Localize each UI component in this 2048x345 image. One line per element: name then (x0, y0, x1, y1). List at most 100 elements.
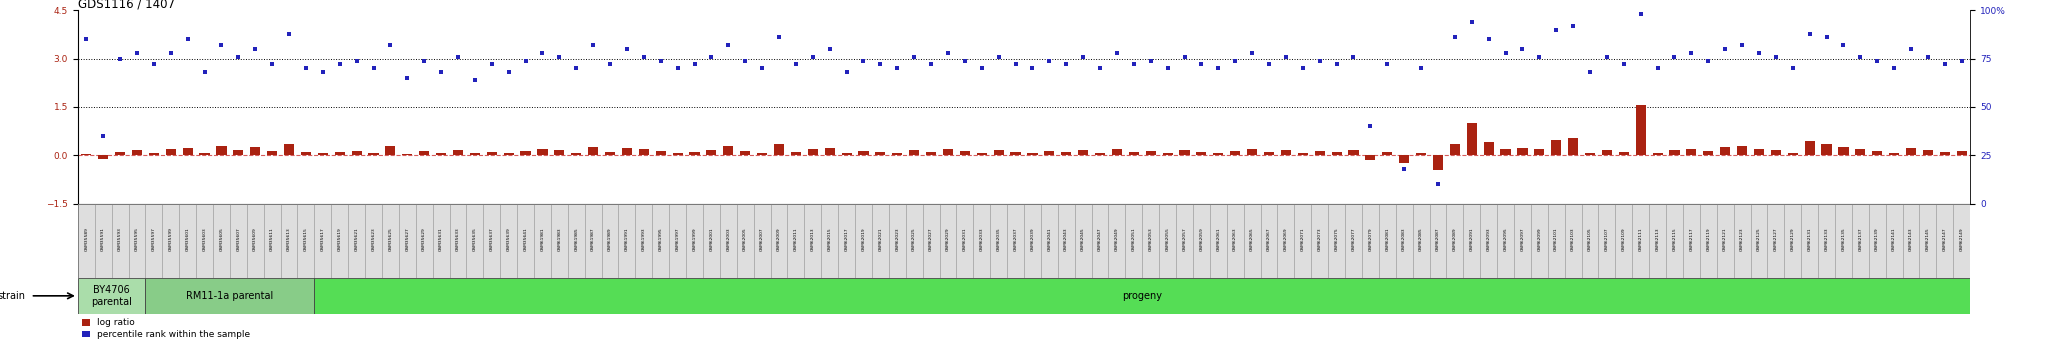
Text: GSM62063: GSM62063 (1233, 227, 1237, 251)
Text: GSM62015: GSM62015 (827, 227, 831, 251)
Point (578, 42, 610, 48)
Point (340, 58, 373, 63)
Text: GSM35591: GSM35591 (100, 227, 104, 251)
Text: GSM62055: GSM62055 (1165, 227, 1169, 251)
Bar (1481, 204, 1497, 278)
Point (1624, 11, 1657, 17)
Bar (78, 278, 145, 314)
Text: GSM62107: GSM62107 (1606, 227, 1610, 251)
Bar (416, 204, 432, 278)
Text: GSM62117: GSM62117 (1690, 227, 1694, 251)
Point (1929, 62, 1962, 67)
Point (492, 69, 524, 75)
Text: GSM62071: GSM62071 (1300, 227, 1305, 251)
Point (713, 42, 745, 48)
Point (188, 69, 221, 75)
Bar (332, 204, 348, 278)
Bar (1954, 204, 1970, 278)
Bar (1497, 204, 1513, 278)
Bar (317, 153, 328, 155)
Bar (702, 204, 719, 278)
Bar (131, 150, 141, 155)
Point (729, 58, 762, 63)
Bar (1550, 140, 1561, 155)
Text: GSM62135: GSM62135 (1841, 227, 1845, 251)
Point (289, 66, 322, 71)
Point (1219, 58, 1251, 63)
Text: GSM35639: GSM35639 (506, 227, 510, 251)
Bar (1010, 152, 1020, 155)
Bar (690, 152, 700, 155)
Point (762, 34, 795, 40)
Bar (602, 204, 618, 278)
Text: GSM35637: GSM35637 (489, 227, 494, 251)
Text: GSM35615: GSM35615 (303, 227, 307, 251)
Bar (905, 204, 922, 278)
Point (1202, 66, 1235, 71)
Point (1253, 62, 1286, 67)
Bar (313, 204, 332, 278)
Point (272, 31, 305, 36)
Bar (432, 204, 449, 278)
Point (999, 62, 1032, 67)
Text: GSM35607: GSM35607 (236, 227, 240, 251)
Point (1540, 27, 1573, 32)
Bar (1112, 149, 1122, 155)
Text: GSM62133: GSM62133 (1825, 227, 1829, 251)
Text: GSM62005: GSM62005 (743, 227, 748, 251)
Point (1016, 66, 1049, 71)
Bar (129, 204, 145, 278)
Bar (1413, 204, 1430, 278)
Point (256, 62, 289, 67)
Bar (635, 204, 651, 278)
Bar (266, 151, 276, 155)
Text: GSM62109: GSM62109 (1622, 227, 1626, 251)
Text: GSM35595: GSM35595 (135, 227, 139, 251)
Bar (111, 204, 129, 278)
Text: GSM61993: GSM61993 (641, 227, 645, 251)
Bar (1163, 153, 1174, 155)
Point (1118, 62, 1151, 67)
Bar (1616, 204, 1632, 278)
Bar (1886, 204, 1903, 278)
Text: GSM35609: GSM35609 (254, 227, 258, 251)
Point (1794, 31, 1827, 36)
Bar (520, 151, 530, 155)
Bar (1704, 151, 1714, 155)
Bar (1683, 204, 1700, 278)
Point (1810, 34, 1843, 40)
Bar (1939, 152, 1950, 155)
Text: GSM61985: GSM61985 (573, 227, 578, 251)
Point (1878, 66, 1911, 71)
Bar (246, 204, 264, 278)
Point (459, 77, 492, 83)
Bar (922, 204, 940, 278)
Bar (483, 204, 500, 278)
Text: GSM62041: GSM62041 (1047, 227, 1051, 251)
Text: GSM62123: GSM62123 (1741, 227, 1745, 251)
Point (745, 66, 778, 71)
Bar (1585, 153, 1595, 155)
Point (1167, 54, 1200, 59)
Bar (1278, 204, 1294, 278)
Bar (1804, 141, 1815, 155)
Bar (1247, 149, 1257, 155)
Bar (1753, 149, 1763, 155)
Bar (301, 152, 311, 155)
Bar (1212, 153, 1223, 155)
Bar (1653, 153, 1663, 155)
Bar (586, 204, 602, 278)
Text: GSM62017: GSM62017 (844, 227, 848, 251)
Bar (1395, 204, 1413, 278)
Bar (618, 204, 635, 278)
Bar (1399, 155, 1409, 163)
Point (1692, 58, 1724, 63)
Bar (1581, 204, 1597, 278)
Bar (348, 204, 365, 278)
Bar (1264, 152, 1274, 155)
Text: GSM35625: GSM35625 (389, 227, 393, 251)
Text: GSM35601: GSM35601 (186, 227, 190, 251)
Bar (1919, 204, 1935, 278)
Bar (297, 204, 315, 278)
Bar (313, 278, 1970, 314)
